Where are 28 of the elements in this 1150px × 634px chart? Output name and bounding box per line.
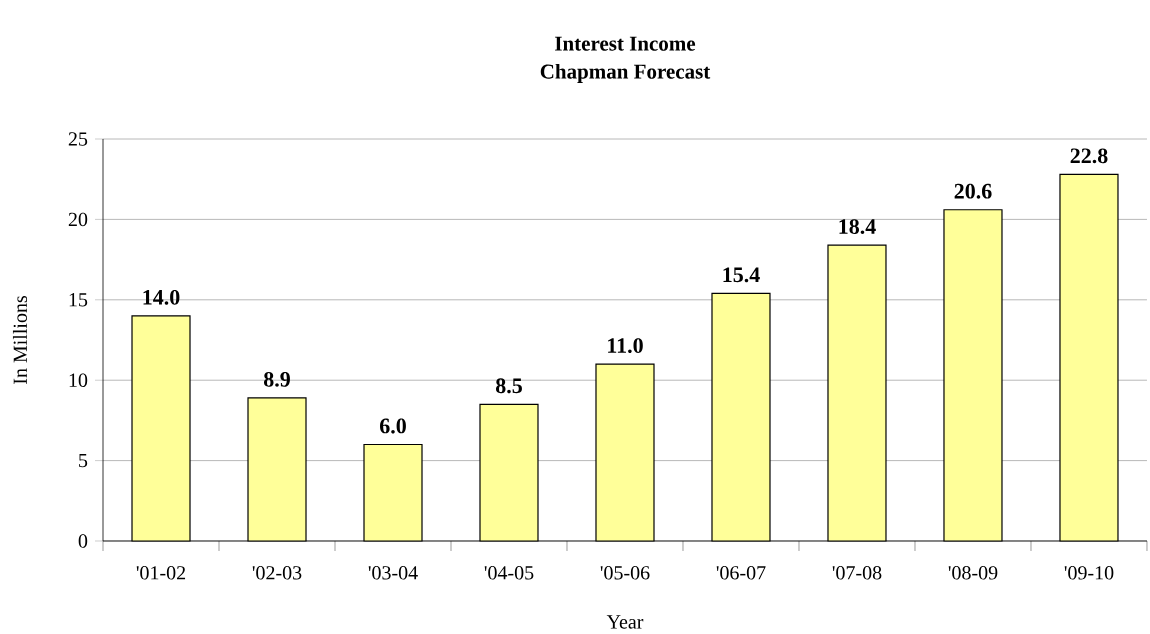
x-tick-label: '03-04	[368, 566, 418, 580]
x-tick-label: '04-05	[484, 566, 534, 580]
data-label: 8.5	[495, 378, 522, 394]
x-tick-label: '01-02	[136, 566, 186, 580]
x-tick-label: '05-06	[600, 566, 650, 580]
y-tick-label: 15	[69, 293, 88, 307]
chart-title: Interest Income	[555, 36, 696, 51]
data-label: 11.0	[608, 338, 643, 354]
x-axis-title: Year	[606, 615, 644, 629]
data-label: 15.4	[723, 267, 760, 283]
y-tick-label: 10	[69, 373, 88, 387]
x-tick-label: '09-10	[1064, 566, 1114, 580]
y-tick-label: 5	[79, 453, 88, 468]
y-tick-label: 0	[78, 534, 88, 548]
data-label: 6.0	[380, 418, 406, 434]
y-tick-label: 25	[68, 132, 88, 146]
data-label: 14.0	[143, 289, 180, 305]
x-tick-label: '06-07	[716, 566, 766, 580]
y-axis-title: In Millions	[12, 295, 28, 384]
x-tick-label: '02-03	[252, 566, 302, 580]
y-tick-label: 20	[68, 212, 88, 227]
x-tick-label: '07-08	[832, 566, 882, 580]
data-label: 18.4	[839, 219, 876, 235]
data-label: 22.8	[1070, 148, 1108, 164]
x-tick-label: '08-09	[948, 566, 998, 580]
data-label: 8.9	[263, 371, 290, 387]
data-label: 20.6	[954, 183, 992, 199]
chart-subtitle: Chapman Forecast	[540, 63, 711, 83]
